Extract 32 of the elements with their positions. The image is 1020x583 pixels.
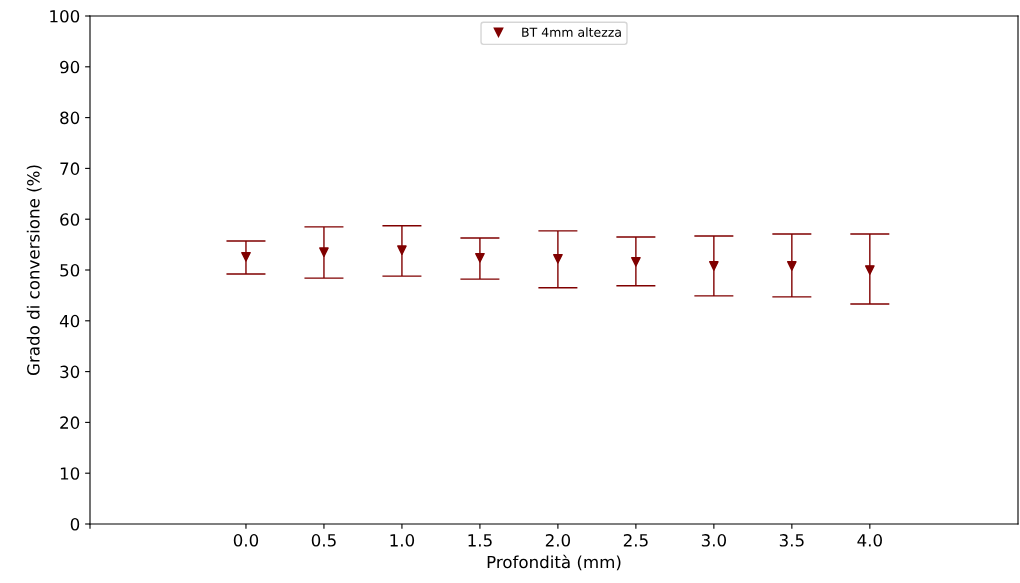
point [864,265,875,275]
point [397,245,407,256]
y-tick-label: 100 [50,9,80,23]
x-tick-label: 1.0 [390,534,415,547]
point [709,261,719,271]
y-tick-label: 60 [60,213,80,226]
point [631,257,641,267]
point [319,247,329,258]
y-tick-label: 0 [70,517,80,531]
x-tick-label: 4.0 [857,534,882,547]
legend-label: BT 4mm altezza [522,27,621,37]
x-tick-label: 2.0 [545,534,571,547]
y-tick-label: 10 [60,467,80,480]
point [786,261,797,271]
y-tick-label: 90 [60,60,80,74]
x-axis-title: Profondità (mm) [487,554,621,571]
x-tick-label: 0.0 [233,534,259,547]
y-tick-label: 40 [59,314,80,328]
y-tick-label: 50 [60,263,80,277]
x-tick-label: 2.5 [623,534,648,547]
y-tick-label: 30 [60,365,80,379]
y-tick-label: 70 [60,162,80,175]
y-axis-title: Grado di conversione (%) [26,165,42,376]
x-tick-label: 3.5 [779,534,804,547]
x-tick-label: 0.5 [311,534,336,547]
point [475,252,485,263]
y-tick-label: 20 [60,416,80,429]
point [553,253,563,264]
point [241,251,251,262]
x-tick-label: 1.5 [468,534,492,547]
x-tick-label: 3.0 [701,534,727,547]
y-tick-label: 80 [60,111,80,125]
